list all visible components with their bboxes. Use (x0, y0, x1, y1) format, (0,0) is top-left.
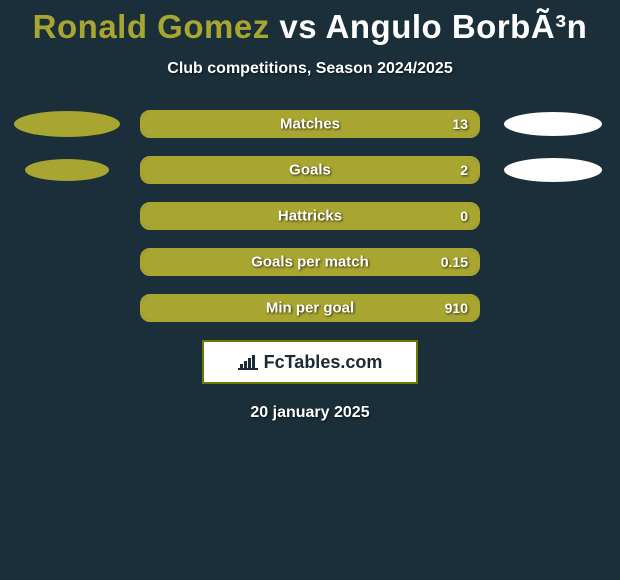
logo-box: FcTables.com (202, 340, 418, 384)
logo-text: FcTables.com (264, 352, 383, 373)
stat-bar: Goals per match 0.15 (140, 248, 480, 276)
stat-bar: Goals 2 (140, 156, 480, 184)
stat-label: Matches (280, 116, 340, 133)
stat-label: Hattricks (278, 208, 342, 225)
player2-ellipse (504, 158, 602, 182)
stat-row: Matches 13 (0, 110, 620, 138)
left-ellipse-slot (12, 159, 122, 181)
stat-row: Goals per match 0.15 (0, 248, 620, 276)
player1-ellipse (25, 159, 109, 181)
comparison-infographic: Ronald Gomez vs Angulo BorbÃ³n Club comp… (0, 0, 620, 422)
stats-area: Matches 13 Goals 2 Hattricks 0 Goals per match… (0, 110, 620, 322)
stat-value-player2: 0 (460, 208, 468, 224)
left-ellipse-slot (12, 111, 122, 137)
player2-ellipse (504, 112, 602, 136)
stat-bar: Matches 13 (140, 110, 480, 138)
stat-label: Goals (289, 162, 331, 179)
stat-row: Min per goal 910 (0, 294, 620, 322)
stat-bar: Hattricks 0 (140, 202, 480, 230)
stat-value-player2: 13 (452, 116, 468, 132)
stat-row: Hattricks 0 (0, 202, 620, 230)
player2-name: Angulo BorbÃ³n (326, 8, 588, 45)
logo: FcTables.com (238, 352, 383, 373)
right-ellipse-slot (498, 158, 608, 182)
stat-label: Goals per match (251, 254, 369, 271)
stat-value-player2: 0.15 (441, 254, 468, 270)
stat-bar: Min per goal 910 (140, 294, 480, 322)
player1-name: Ronald Gomez (33, 8, 270, 45)
date: 20 january 2025 (0, 404, 620, 422)
headline: Ronald Gomez vs Angulo BorbÃ³n (0, 8, 620, 46)
stat-label: Min per goal (266, 300, 354, 317)
stat-value-player2: 910 (445, 300, 468, 316)
stat-row: Goals 2 (0, 156, 620, 184)
right-ellipse-slot (498, 112, 608, 136)
subtitle: Club competitions, Season 2024/2025 (0, 60, 620, 78)
player1-ellipse (14, 111, 120, 137)
vs-text: vs (279, 8, 317, 45)
barchart-icon (238, 354, 258, 370)
stat-value-player2: 2 (460, 162, 468, 178)
